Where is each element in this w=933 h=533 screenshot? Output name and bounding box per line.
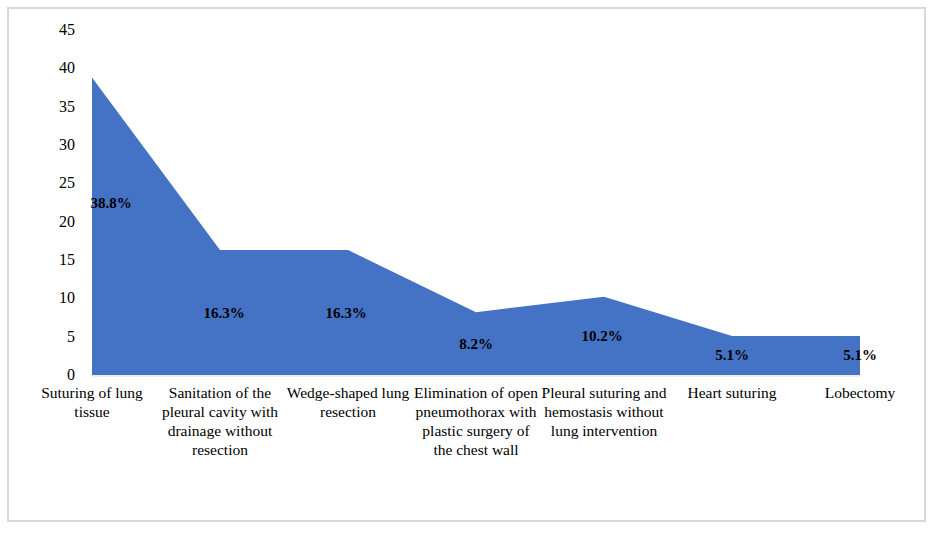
data-label: 38.8% <box>90 195 131 212</box>
data-label: 16.3% <box>325 304 366 321</box>
x-axis-category-label: Suturing of lung tissue <box>27 383 157 421</box>
y-axis-tick-label: 30 <box>25 135 75 155</box>
x-axis-category-label: Elimination of open pneumothorax with pl… <box>411 383 541 459</box>
data-label: 10.2% <box>581 327 622 344</box>
data-label: 5.1% <box>843 347 877 364</box>
y-axis-tick-label: 15 <box>25 250 75 270</box>
y-axis-tick-label: 5 <box>25 327 75 347</box>
area-series <box>92 78 860 375</box>
data-label: 16.3% <box>203 304 244 321</box>
x-axis-category-label: Wedge-shaped lung resection <box>283 383 413 421</box>
y-axis-tick-label: 40 <box>25 58 75 78</box>
y-axis-tick-label: 25 <box>25 173 75 193</box>
data-label: 5.1% <box>715 347 749 364</box>
y-axis-tick-label: 20 <box>25 212 75 232</box>
y-axis-tick-label: 0 <box>25 365 75 385</box>
x-axis-category-label: Pleural suturing and hemostasis without … <box>539 383 669 440</box>
y-axis-tick-label: 45 <box>25 20 75 40</box>
x-axis-category-label: Sanitation of the pleural cavity with dr… <box>155 383 285 459</box>
y-axis-tick-label: 35 <box>25 97 75 117</box>
data-label: 8.2% <box>459 335 493 352</box>
y-axis-tick-label: 10 <box>25 288 75 308</box>
area-chart: 0 5 10 15 20 25 30 35 40 45 Suturing of lung tiss… <box>0 0 933 533</box>
x-axis-category-label: Lobectomy <box>795 383 925 402</box>
x-axis-category-label: Heart suturing <box>667 383 797 402</box>
